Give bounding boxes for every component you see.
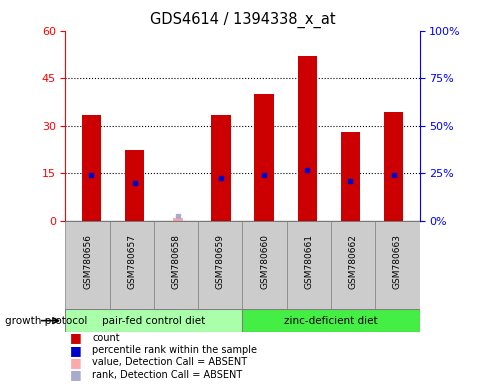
Text: GSM780660: GSM780660: [259, 234, 269, 289]
Text: GSM780662: GSM780662: [348, 234, 357, 289]
Bar: [65, 309, 242, 332]
Text: growth protocol: growth protocol: [5, 316, 87, 326]
Text: ■: ■: [70, 344, 82, 357]
Bar: [297, 56, 317, 221]
Bar: [198, 221, 242, 309]
Bar: [211, 115, 230, 221]
Text: rank, Detection Call = ABSENT: rank, Detection Call = ABSENT: [92, 370, 242, 380]
Bar: [330, 221, 375, 309]
Bar: [172, 218, 182, 221]
Bar: [383, 111, 403, 221]
Bar: [65, 221, 109, 309]
Text: GSM780661: GSM780661: [304, 234, 313, 289]
Bar: [81, 115, 101, 221]
Bar: [109, 221, 153, 309]
Text: GSM780657: GSM780657: [127, 234, 136, 289]
Text: GSM780656: GSM780656: [83, 234, 92, 289]
Text: count: count: [92, 333, 120, 343]
Text: zinc-deficient diet: zinc-deficient diet: [284, 316, 377, 326]
Text: ■: ■: [70, 368, 82, 381]
Text: GSM780663: GSM780663: [392, 234, 401, 289]
Text: ■: ■: [70, 331, 82, 344]
Text: ■: ■: [70, 356, 82, 369]
Text: pair-fed control diet: pair-fed control diet: [102, 316, 205, 326]
Bar: [254, 94, 273, 221]
Bar: [375, 221, 419, 309]
Text: value, Detection Call = ABSENT: value, Detection Call = ABSENT: [92, 358, 247, 367]
Bar: [124, 149, 144, 221]
Bar: [153, 221, 198, 309]
Bar: [286, 221, 330, 309]
Text: percentile rank within the sample: percentile rank within the sample: [92, 345, 257, 355]
Bar: [242, 309, 419, 332]
Text: GSM780659: GSM780659: [215, 234, 225, 289]
Bar: [340, 132, 360, 221]
Title: GDS4614 / 1394338_x_at: GDS4614 / 1394338_x_at: [150, 12, 334, 28]
Bar: [242, 221, 286, 309]
Text: GSM780658: GSM780658: [171, 234, 180, 289]
